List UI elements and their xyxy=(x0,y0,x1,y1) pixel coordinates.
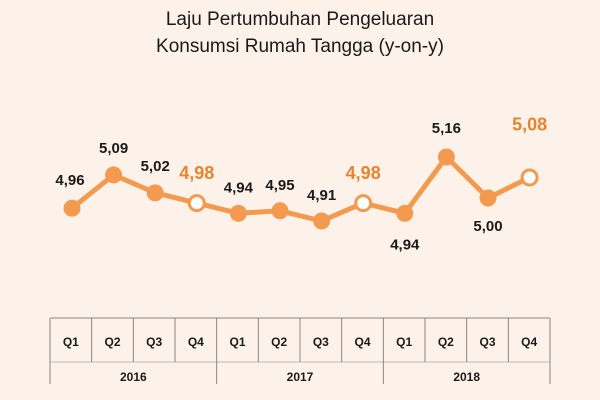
data-point-12 xyxy=(520,168,539,187)
data-point-5 xyxy=(229,204,247,222)
x-year-label-2017: 2017 xyxy=(287,370,314,384)
data-label-11: 5,00 xyxy=(473,218,502,235)
data-label-9: 4,94 xyxy=(390,236,420,253)
x-tick-label-7: Q3 xyxy=(313,335,329,349)
data-point-1 xyxy=(63,199,81,217)
data-point-8 xyxy=(354,194,373,213)
data-point-9 xyxy=(396,204,414,222)
x-tick-label-10: Q2 xyxy=(438,335,454,349)
data-point-7 xyxy=(313,212,331,230)
data-point-10 xyxy=(437,148,455,166)
data-point-4 xyxy=(187,194,206,213)
chart-title-line-2: Konsumsi Rumah Tangga (y-on-y) xyxy=(156,36,444,57)
x-tick-label-2: Q2 xyxy=(104,335,120,349)
x-tick-label-1: Q1 xyxy=(63,335,79,349)
x-tick-label-12: Q4 xyxy=(521,335,537,349)
data-point-6 xyxy=(271,202,289,220)
x-year-label-2018: 2018 xyxy=(453,370,480,384)
data-label-7: 4,91 xyxy=(307,187,336,204)
chart-title: Laju Pertumbuhan Pengeluaran Konsumsi Ru… xyxy=(0,6,600,60)
data-label-3: 5,02 xyxy=(141,158,170,175)
data-label-12: 5,08 xyxy=(512,114,547,134)
data-point-11 xyxy=(479,189,497,207)
x-tick-label-11: Q3 xyxy=(479,335,495,349)
x-tick-label-6: Q2 xyxy=(271,335,287,349)
x-tick-label-5: Q1 xyxy=(229,335,245,349)
data-label-8: 4,98 xyxy=(346,163,381,183)
x-year-label-2016: 2016 xyxy=(120,370,147,384)
data-label-6: 4,95 xyxy=(265,177,294,194)
x-tick-label-9: Q1 xyxy=(396,335,412,349)
data-label-1: 4,96 xyxy=(55,172,84,189)
x-tick-label-8: Q4 xyxy=(354,335,370,349)
data-point-2 xyxy=(105,166,123,184)
data-label-4: 4,98 xyxy=(179,163,214,183)
data-label-2: 5,09 xyxy=(99,140,128,157)
data-label-5: 4,94 xyxy=(224,179,254,196)
data-point-3 xyxy=(146,184,164,202)
x-tick-label-3: Q3 xyxy=(146,335,162,349)
x-tick-label-4: Q4 xyxy=(188,335,204,349)
data-label-10: 5,16 xyxy=(432,120,461,137)
chart-title-line-1: Laju Pertumbuhan Pengeluaran xyxy=(165,9,435,30)
